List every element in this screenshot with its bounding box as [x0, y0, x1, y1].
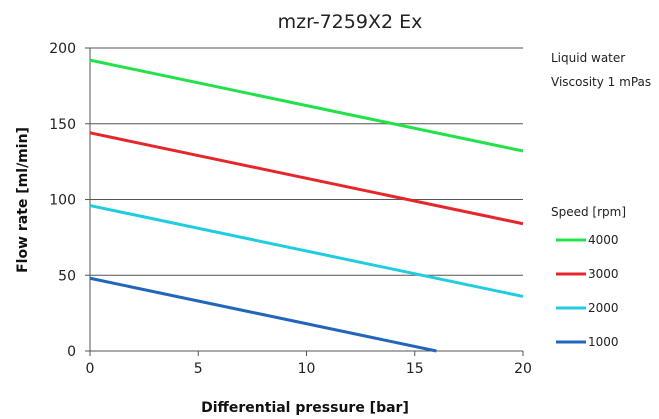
note-viscosity: Viscosity 1 mPas	[551, 75, 651, 89]
y-tick-label-200: 200	[49, 41, 76, 57]
x-tick-label-10: 10	[298, 361, 316, 377]
y-tick-label-0: 0	[67, 344, 76, 360]
y-tick-label-100: 100	[49, 193, 76, 209]
chart-title: mzr-7259X2 Ex	[278, 11, 423, 33]
legend-label-3000: 3000	[588, 267, 619, 281]
legend-label-2000: 2000	[588, 301, 619, 315]
y-tick-label-50: 50	[58, 268, 76, 284]
x-axis-label: Differential pressure [bar]	[201, 400, 409, 416]
legend-title: Speed [rpm]	[551, 205, 626, 219]
x-tick-labels: 0 5 10 15 20	[86, 361, 532, 377]
legend: 4000 3000 2000 1000	[556, 233, 619, 349]
x-tick-label-0: 0	[86, 361, 95, 377]
legend-label-1000: 1000	[588, 335, 619, 349]
y-axis-label: Flow rate [ml/min]	[15, 127, 31, 273]
series-line-1000	[89, 276, 437, 353]
y-tick-labels: 0 50 100 150 200	[49, 41, 76, 360]
series-line-4000	[89, 58, 524, 153]
grid-lines	[90, 47, 523, 276]
note-liquid: Liquid water	[551, 51, 625, 65]
axes	[85, 47, 524, 356]
series-line-2000	[89, 204, 524, 298]
y-tick-label-150: 150	[49, 117, 76, 133]
x-tick-label-15: 15	[406, 361, 424, 377]
legend-label-4000: 4000	[588, 233, 619, 247]
data-series	[89, 58, 524, 353]
x-tick-label-20: 20	[514, 361, 532, 377]
x-tick-label-5: 5	[194, 361, 203, 377]
series-line-3000	[89, 131, 524, 226]
